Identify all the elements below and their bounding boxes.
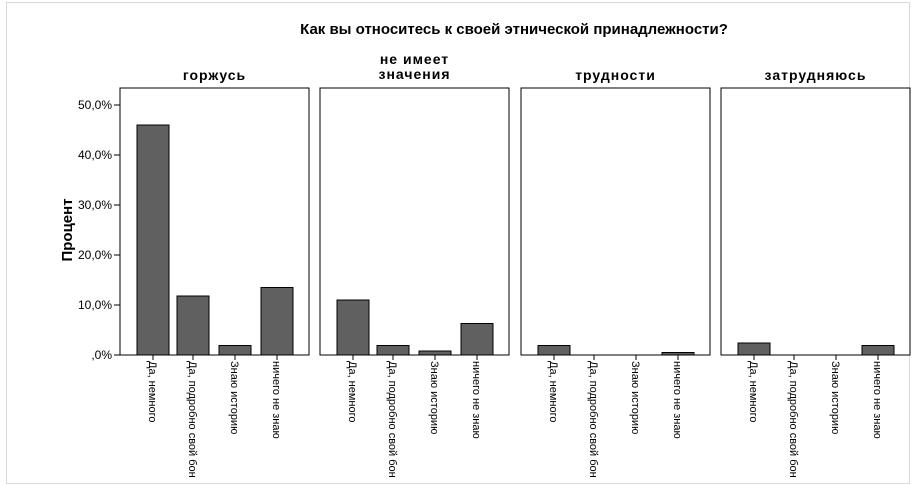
panel-3: трудности Да, немного Да, подробно свой бо… (520, 67, 711, 478)
x-tick-label: Да, немного (146, 361, 158, 423)
x-tick-label: Знаю историю (629, 361, 641, 434)
y-axis: ,0% 10,0% 20,0% 30,0% 40,0% 50,0% (78, 98, 120, 362)
bar (218, 345, 252, 356)
panel-title: затрудняюсь (765, 67, 867, 83)
x-tick-label: Да, подробно свой бон (787, 361, 799, 478)
bar (418, 350, 452, 356)
x-tick-label: ничего не знаю (470, 361, 482, 439)
y-tick-label: ,0% (91, 348, 112, 362)
panel-frame (720, 87, 911, 356)
bar (861, 345, 895, 356)
y-tick-label: 10,0% (78, 298, 112, 312)
panel-frame (520, 87, 711, 356)
panel-title: значения (379, 66, 451, 82)
x-tick-label: ничего не знаю (270, 361, 282, 439)
panel-title: не имеет (380, 51, 449, 67)
x-tick-label: ничего не знаю (671, 361, 683, 439)
x-tick-label: Да, немного (547, 361, 559, 423)
bar (176, 295, 210, 356)
bar (376, 345, 410, 356)
bar (737, 342, 771, 356)
x-tick-label: Да, немного (747, 361, 759, 423)
y-tick-label: 50,0% (78, 98, 112, 112)
panel-1: горжусь Да, немного Да, подробно свой бон З… (119, 67, 310, 478)
bar (460, 323, 494, 356)
bar (661, 352, 695, 356)
x-tick-label: Знаю историю (428, 361, 440, 434)
y-tick-label: 30,0% (78, 198, 112, 212)
chart-title: Как вы относитесь к своей этнической при… (300, 21, 728, 38)
panel-title: трудности (575, 67, 656, 83)
y-tick-label: 20,0% (78, 248, 112, 262)
chart-panels: горжусь Да, немного Да, подробно свой бон З… (119, 51, 911, 478)
y-axis-label: Процент (59, 198, 76, 261)
bar (537, 345, 571, 356)
bar (260, 287, 294, 356)
bar (136, 124, 170, 356)
x-tick-label: Знаю историю (228, 361, 240, 434)
x-tick-label: Да, подробно свой бон (386, 361, 398, 478)
bar (336, 299, 370, 356)
x-tick-label: Да, подробно свой бон (186, 361, 198, 478)
y-tick-label: 40,0% (78, 148, 112, 162)
x-tick-label: Да, немного (346, 361, 358, 423)
x-tick-label: Да, подробно свой бон (587, 361, 599, 478)
panel-title: горжусь (183, 67, 246, 83)
x-tick-label: Знаю историю (829, 361, 841, 434)
x-tick-label: ничего не знаю (871, 361, 883, 439)
panel-4: затрудняюсь Да, немного Да, подробно свой … (720, 67, 911, 478)
